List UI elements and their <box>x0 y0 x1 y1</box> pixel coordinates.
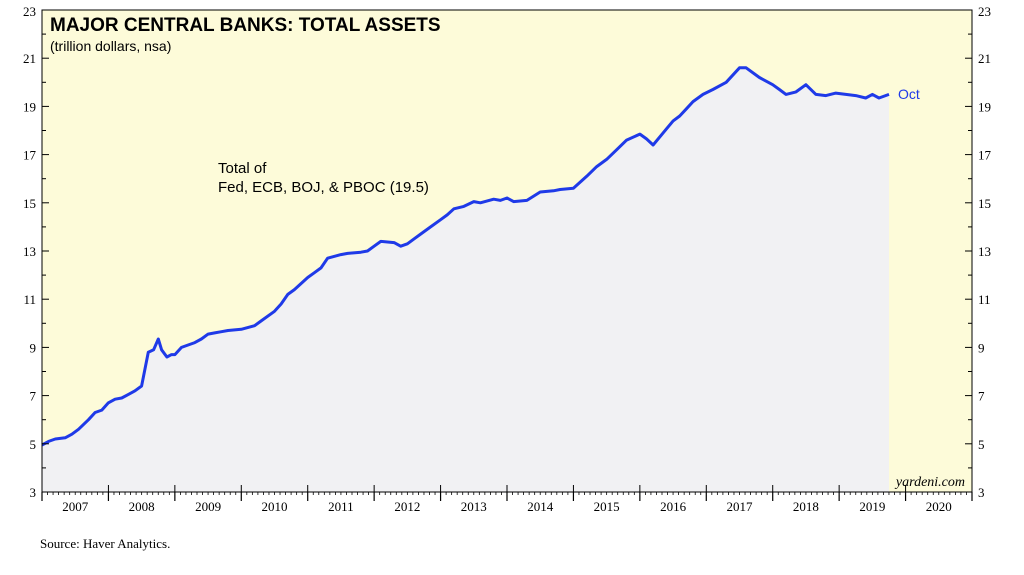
y-tick-label-left: 23 <box>23 4 36 19</box>
y-tick-label-right: 3 <box>978 485 985 500</box>
y-tick-label-right: 17 <box>978 148 992 163</box>
chart-title: MAJOR CENTRAL BANKS: TOTAL ASSETS <box>50 15 441 36</box>
y-tick-label-right: 15 <box>978 196 991 211</box>
plot-layer <box>41 66 890 493</box>
x-tick-label: 2014 <box>527 499 554 514</box>
annotation-line-1: Total of <box>218 160 267 177</box>
x-tick-label: 2007 <box>62 499 89 514</box>
x-tick-label: 2012 <box>394 499 420 514</box>
y-tick-label-left: 15 <box>23 196 36 211</box>
x-tick-label: 2015 <box>594 499 620 514</box>
y-tick-label-left: 9 <box>30 340 37 355</box>
annotation-line-2: Fed, ECB, BOJ, & PBOC (19.5) <box>218 179 429 196</box>
y-tick-label-right: 13 <box>978 244 991 259</box>
chart-subtitle: (trillion dollars, nsa) <box>50 38 171 54</box>
x-tick-label: 2020 <box>926 499 952 514</box>
y-tick-label-left: 19 <box>23 99 36 114</box>
y-tick-label-right: 19 <box>978 99 991 114</box>
y-tick-label-left: 17 <box>23 148 37 163</box>
y-tick-label-right: 9 <box>978 340 985 355</box>
x-tick-label: 2016 <box>660 499 687 514</box>
y-tick-label-left: 5 <box>30 437 37 452</box>
y-tick-label-left: 3 <box>30 485 37 500</box>
y-tick-label-right: 5 <box>978 437 985 452</box>
y-tick-label-right: 21 <box>978 51 991 66</box>
x-tick-label: 2018 <box>793 499 819 514</box>
x-tick-label: 2010 <box>262 499 288 514</box>
y-tick-label-right: 23 <box>978 4 991 19</box>
y-tick-label-right: 7 <box>978 389 985 404</box>
series-line-0 <box>41 66 890 447</box>
axis-layer: 3 3 5 5 7 7 9 9 11 11 13 13 15 15 17 17 19 19 21 21 23 23 2007… <box>23 4 992 514</box>
x-tick-label: 2019 <box>859 499 885 514</box>
x-tick-label: 2008 <box>129 499 155 514</box>
y-tick-label-left: 7 <box>30 389 37 404</box>
y-tick-label-right: 11 <box>978 292 991 307</box>
end-label: Oct <box>898 86 920 102</box>
series-area-0 <box>42 67 889 493</box>
x-tick-label: 2013 <box>461 499 487 514</box>
source-note: Source: Haver Analytics. <box>40 536 171 551</box>
watermark: yardeni.com <box>894 475 965 490</box>
x-tick-label: 2017 <box>727 499 754 514</box>
x-tick-label: 2011 <box>328 499 354 514</box>
x-tick-label: 2009 <box>195 499 221 514</box>
y-tick-label-left: 13 <box>23 244 36 259</box>
y-tick-label-left: 21 <box>23 51 36 66</box>
y-tick-label-left: 11 <box>23 292 36 307</box>
